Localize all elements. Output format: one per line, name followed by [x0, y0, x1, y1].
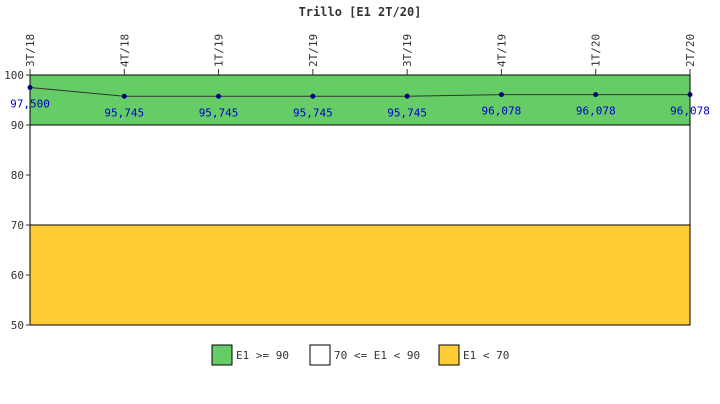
data-label: 95,745 — [387, 106, 427, 119]
data-label: 96,078 — [576, 105, 616, 118]
band-1 — [29, 124, 691, 226]
data-label: 97,500 — [10, 98, 50, 111]
data-point — [310, 93, 316, 99]
x-tick-label: 2T/19 — [307, 34, 320, 67]
legend: E1 >= 90 70 <= E1 < 90 E1 < 70 — [211, 344, 509, 366]
data-point — [593, 92, 599, 98]
data-label: 96,078 — [482, 105, 522, 118]
x-tick-label: 4T/18 — [118, 34, 131, 67]
data-point — [27, 85, 33, 90]
legend-swatch-2 — [438, 344, 460, 366]
data-label: 95,745 — [104, 106, 144, 119]
data-series: 97,500 95,745 95,745 95,745 95,745 96,078 96,0… — [10, 85, 710, 119]
legend-swatch-0 — [211, 344, 233, 366]
legend-label-2: E1 < 70 — [463, 349, 509, 362]
data-point — [498, 92, 504, 98]
data-label: 96,078 — [670, 105, 710, 118]
y-tick-label: 90 — [11, 119, 24, 132]
data-label: 95,745 — [199, 106, 239, 119]
legend-swatch-1 — [309, 344, 331, 366]
y-tick-label: 70 — [11, 219, 24, 232]
y-tick-label: 100 — [4, 69, 24, 82]
band-0 — [29, 74, 691, 126]
data-point — [404, 93, 410, 99]
x-tick-label: 4T/19 — [495, 34, 508, 67]
data-label: 95,745 — [293, 106, 333, 119]
x-tick-label: 3T/18 — [24, 34, 37, 67]
legend-label-1: 70 <= E1 < 90 — [334, 349, 420, 362]
data-point — [687, 92, 693, 98]
chart-title: Trillo [E1 2T/20] — [299, 5, 422, 19]
threshold-bands — [29, 74, 691, 326]
legend-label-0: E1 >= 90 — [236, 349, 289, 362]
x-tick-label: 3T/19 — [401, 34, 414, 67]
y-tick-label: 60 — [11, 269, 24, 282]
x-tick-label: 1T/20 — [590, 34, 603, 67]
x-tick-label: 2T/20 — [684, 34, 697, 67]
y-tick-label: 50 — [11, 319, 24, 332]
data-point — [216, 93, 222, 99]
band-2 — [29, 224, 691, 326]
data-point — [121, 93, 127, 99]
y-tick-label: 80 — [11, 169, 24, 182]
x-tick-label: 1T/19 — [213, 34, 226, 67]
series-line-0 — [29, 87, 690, 97]
